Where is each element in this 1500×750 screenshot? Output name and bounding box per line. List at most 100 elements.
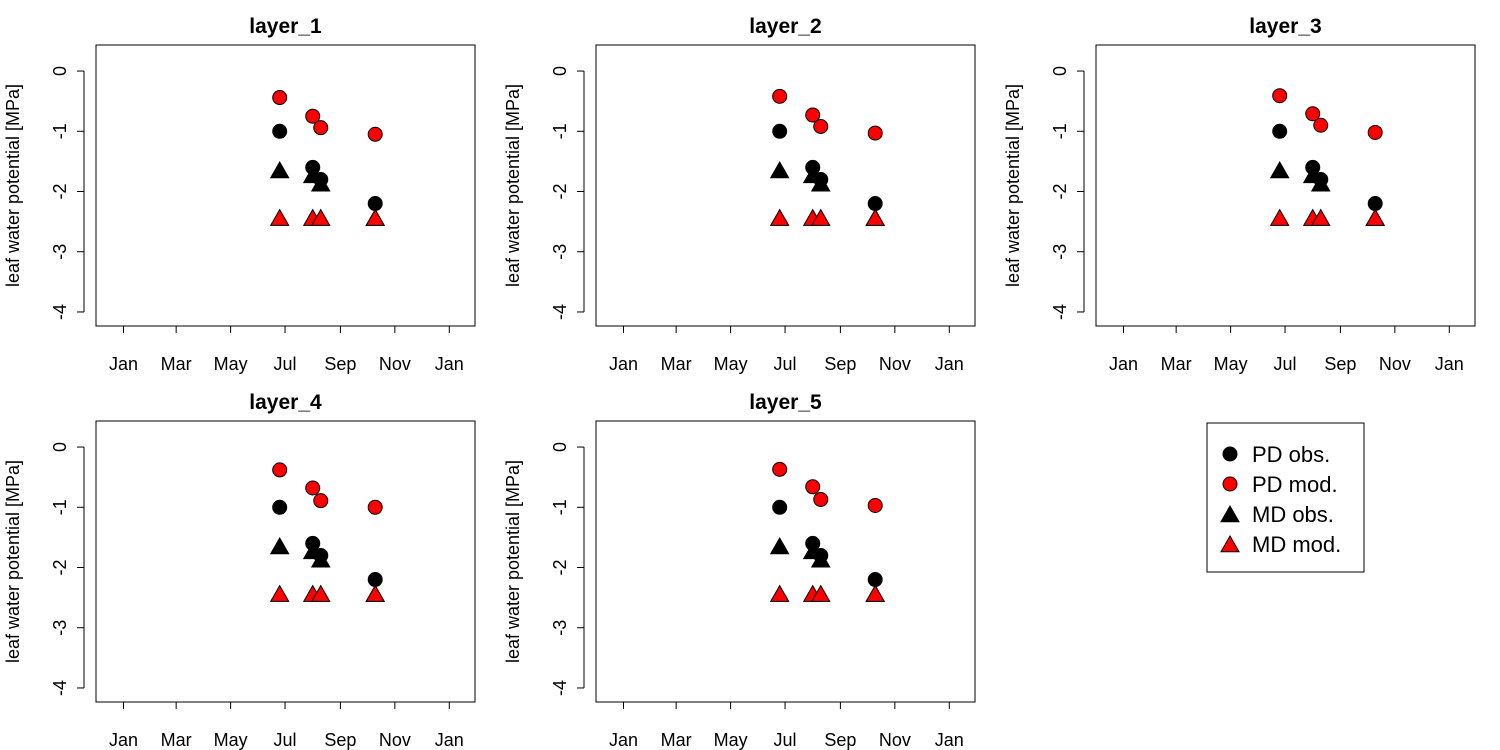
point-pdmod — [305, 480, 321, 496]
point-mdmod — [810, 208, 831, 226]
legend-item: MD obs. — [1220, 502, 1334, 527]
panel-2: layer_2 0 -1 -2 -3 -4 leaf water potential [MP… — [503, 15, 976, 374]
point-mdobs — [269, 537, 290, 555]
y-tick-label: -2 — [1050, 183, 1070, 199]
point-pdmod — [805, 107, 821, 123]
point-mdobs — [810, 550, 831, 568]
point-pdmod — [313, 120, 329, 136]
x-tick-label: Jan — [935, 354, 964, 374]
x-tick-label: Jul — [274, 354, 297, 374]
panel-title: layer_5 — [749, 391, 822, 414]
y-tick-label: 0 — [550, 442, 570, 452]
x-tick-label: Sep — [324, 354, 356, 374]
y-tick-label: 0 — [50, 442, 70, 452]
point-pdmod — [1367, 124, 1383, 140]
point-mdobs — [810, 174, 831, 192]
panel-title: layer_4 — [249, 391, 322, 414]
x-tick-label: Mar — [161, 730, 192, 750]
x-tick-label: Sep — [324, 730, 356, 750]
panel-title: layer_1 — [249, 15, 322, 38]
point-mdmod — [1310, 208, 1331, 226]
circle-marker-icon — [1222, 476, 1238, 492]
point-mdobs — [269, 161, 290, 179]
point-pdmod — [813, 491, 829, 507]
x-tick-label: Sep — [824, 354, 856, 374]
y-tick-label: -2 — [50, 183, 70, 199]
x-tick-label: May — [714, 354, 748, 374]
point-pdmod — [313, 493, 329, 509]
point-mdobs — [1269, 161, 1290, 179]
point-pdmod — [367, 499, 383, 515]
legend-item: PD mod. — [1222, 472, 1338, 497]
x-tick-label: Nov — [1379, 354, 1411, 374]
y-tick-label: -1 — [50, 499, 70, 515]
point-pdmod — [272, 462, 288, 478]
y-tick-label: -3 — [50, 620, 70, 636]
legend-label: PD mod. — [1252, 472, 1338, 497]
y-tick-label: -2 — [50, 559, 70, 575]
y-tick-label: -2 — [550, 559, 570, 575]
point-pdobs — [867, 572, 883, 588]
y-axis-label: leaf water potential [MPa] — [1003, 84, 1023, 287]
x-tick-label: Jan — [109, 354, 138, 374]
point-mdmod — [810, 584, 831, 602]
x-tick-label: May — [1214, 354, 1248, 374]
point-mdmod — [1365, 208, 1386, 226]
x-tick-label: Jan — [609, 730, 638, 750]
y-tick-label: -3 — [550, 244, 570, 260]
y-tick-label: -1 — [50, 123, 70, 139]
x-tick-label: Mar — [161, 354, 192, 374]
y-tick-label: -4 — [50, 304, 70, 320]
panel-5: layer_5 0 -1 -2 -3 -4 leaf water potential [MP… — [503, 391, 976, 750]
point-pdmod — [1313, 117, 1329, 133]
y-tick-label: -1 — [550, 123, 570, 139]
point-mdobs — [310, 174, 331, 192]
y-tick-label: 0 — [550, 66, 570, 76]
point-mdmod — [865, 208, 886, 226]
x-tick-label: Jan — [935, 730, 964, 750]
x-tick-label: Nov — [379, 354, 411, 374]
point-mdobs — [1302, 165, 1323, 184]
panel-title: layer_3 — [1249, 15, 1321, 38]
x-tick-label: Nov — [379, 730, 411, 750]
point-pdobs — [272, 499, 288, 515]
x-tick-label: Sep — [1324, 354, 1356, 374]
y-tick-label: -4 — [550, 680, 570, 696]
point-mdobs — [302, 165, 323, 184]
point-pdmod — [772, 88, 788, 104]
x-tick-label: May — [214, 354, 248, 374]
point-pdmod — [1305, 106, 1321, 122]
point-mdobs — [769, 161, 790, 179]
point-mdobs — [1310, 174, 1331, 192]
x-tick-label: Jul — [774, 354, 797, 374]
point-pdobs — [367, 196, 383, 212]
y-axis-label: leaf water potential [MPa] — [503, 460, 523, 663]
panel-1: layer_1 0 -1 -2 -3 -4 leaf water potential [MP… — [3, 15, 476, 374]
point-mdmod — [769, 208, 790, 226]
x-tick-label: May — [214, 730, 248, 750]
panel-3: layer_3 0 -1 -2 -3 -4 leaf water potential [MP… — [1003, 15, 1476, 374]
y-tick-label: -4 — [50, 680, 70, 696]
x-tick-label: Jan — [109, 730, 138, 750]
point-pdobs — [1367, 196, 1383, 212]
y-tick-label: -3 — [550, 620, 570, 636]
point-pdobs — [867, 196, 883, 212]
x-tick-label: Jan — [435, 354, 464, 374]
triangle-marker-icon — [1220, 504, 1240, 523]
x-tick-label: Jul — [274, 730, 297, 750]
y-tick-label: -4 — [550, 304, 570, 320]
point-pdobs — [772, 123, 788, 139]
plot-frame — [95, 420, 476, 703]
legend-label: MD mod. — [1252, 532, 1341, 557]
plot-frame — [595, 420, 976, 703]
point-pdmod — [805, 479, 821, 495]
point-mdmod — [865, 584, 886, 602]
point-mdobs — [802, 541, 823, 560]
point-pdmod — [867, 125, 883, 141]
plot-frame — [1095, 44, 1476, 327]
point-pdobs — [272, 123, 288, 139]
x-tick-label: Jan — [1435, 354, 1464, 374]
point-pdmod — [367, 126, 383, 142]
x-tick-label: May — [714, 730, 748, 750]
